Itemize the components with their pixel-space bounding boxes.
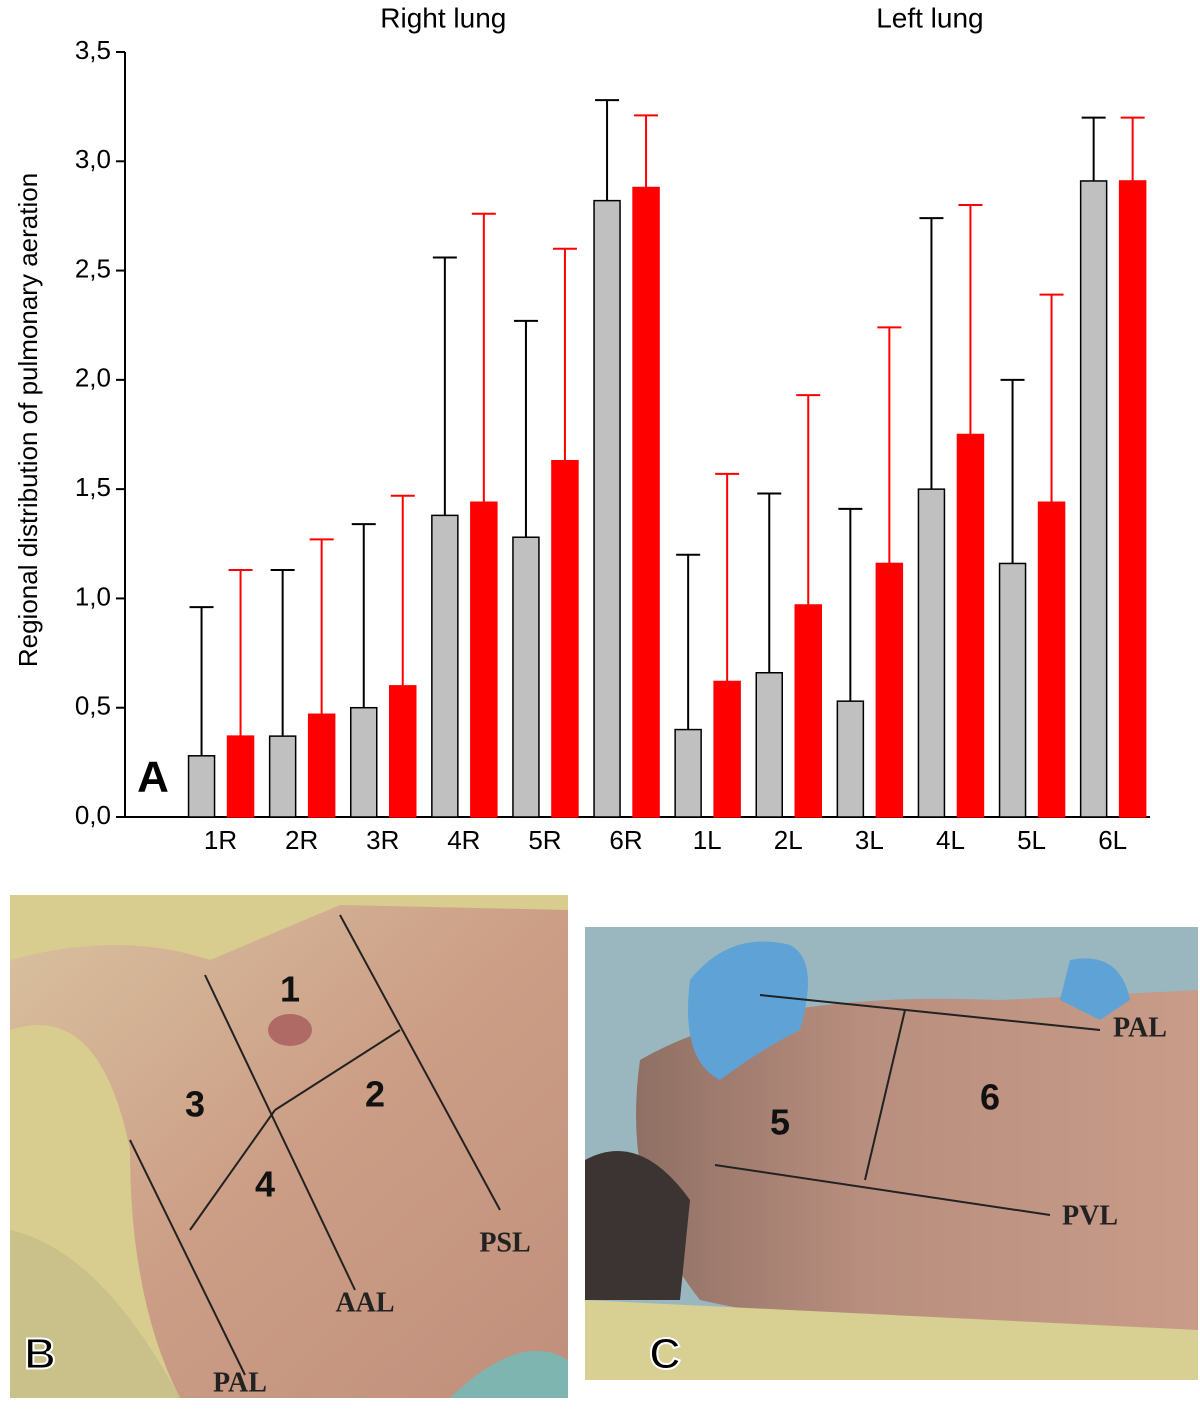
line-label: PVL [1062, 1200, 1118, 1231]
sheet [10, 1230, 180, 1398]
bar [512, 536, 540, 818]
x-tick-label: 5L [1017, 825, 1046, 855]
group-label: Right lung [380, 2, 506, 33]
y-tick-label: 2,0 [75, 363, 111, 393]
y-tick-label: 2,5 [75, 253, 111, 283]
photo-c: PAL 6 5 PVL C [585, 927, 1198, 1380]
x-tick-label: 6R [609, 825, 642, 855]
y-tick-label: 1,0 [75, 581, 111, 611]
panel-label: C [649, 1330, 681, 1379]
bar [431, 514, 459, 818]
line-label: PSL [479, 1227, 530, 1258]
line-label: PAL [213, 1367, 267, 1398]
x-tick-label: 5R [528, 825, 561, 855]
y-axis-label: Regional distribution of pulmonary aerat… [13, 173, 43, 667]
panel-label: B [24, 1330, 56, 1379]
bar [226, 735, 255, 818]
zone-label: 2 [365, 1074, 385, 1115]
zone-label: 6 [980, 1077, 1000, 1118]
bar [836, 700, 865, 818]
line-label: AAL [335, 1287, 394, 1318]
panel-label: A [137, 753, 169, 802]
y-tick-label: 3,5 [75, 35, 111, 65]
x-tick-label: 3L [855, 825, 884, 855]
x-tick-label: 2R [285, 825, 318, 855]
bar [551, 459, 579, 818]
bar [389, 685, 417, 818]
bar [755, 671, 783, 818]
chart-a: Regional distribution of pulmonary aerat… [13, 2, 1150, 855]
torso [636, 990, 1198, 1334]
bar [917, 488, 946, 818]
bar [875, 562, 904, 818]
x-tick-label: 1R [204, 825, 237, 855]
drape [450, 1350, 568, 1398]
bar [593, 199, 621, 818]
bar [470, 501, 498, 818]
x-tick-label: 1L [693, 825, 722, 855]
zone-lines [129, 914, 501, 1376]
bar [998, 562, 1027, 818]
bar [794, 604, 822, 818]
y-tick-label: 0,0 [75, 800, 111, 830]
bar [307, 713, 336, 818]
line-label: PAL [1113, 1012, 1167, 1043]
x-tick-label: 3R [366, 825, 399, 855]
bar [713, 680, 741, 818]
bar [268, 735, 297, 818]
nipple [268, 1014, 312, 1046]
bar [187, 755, 216, 818]
y-tick-label: 1,5 [75, 472, 111, 502]
bar [1037, 501, 1066, 818]
bar [350, 706, 378, 818]
glove [1060, 958, 1130, 1020]
zone-label: 1 [280, 969, 300, 1010]
y-tick-label: 0,5 [75, 691, 111, 721]
glove [688, 941, 808, 1080]
y-tick-label: 3,0 [75, 144, 111, 174]
x-tick-label: 4R [447, 825, 480, 855]
bar [956, 433, 985, 818]
photo-b: 1 2 3 4 PSL AAL PAL B [10, 895, 568, 1398]
x-tick-label: 4L [936, 825, 965, 855]
zone-lines [714, 994, 1101, 1216]
bar [632, 186, 660, 818]
bar [674, 728, 702, 818]
sheet [585, 1300, 1198, 1380]
bar [1118, 180, 1147, 818]
zone-label: 5 [770, 1102, 790, 1143]
group-label: Left lung [876, 2, 983, 33]
bar [1079, 180, 1108, 818]
x-tick-label: 2L [774, 825, 803, 855]
zone-label: 3 [185, 1084, 205, 1125]
hair [585, 1151, 690, 1300]
zone-label: 4 [255, 1164, 275, 1205]
x-tick-label: 6L [1098, 825, 1127, 855]
